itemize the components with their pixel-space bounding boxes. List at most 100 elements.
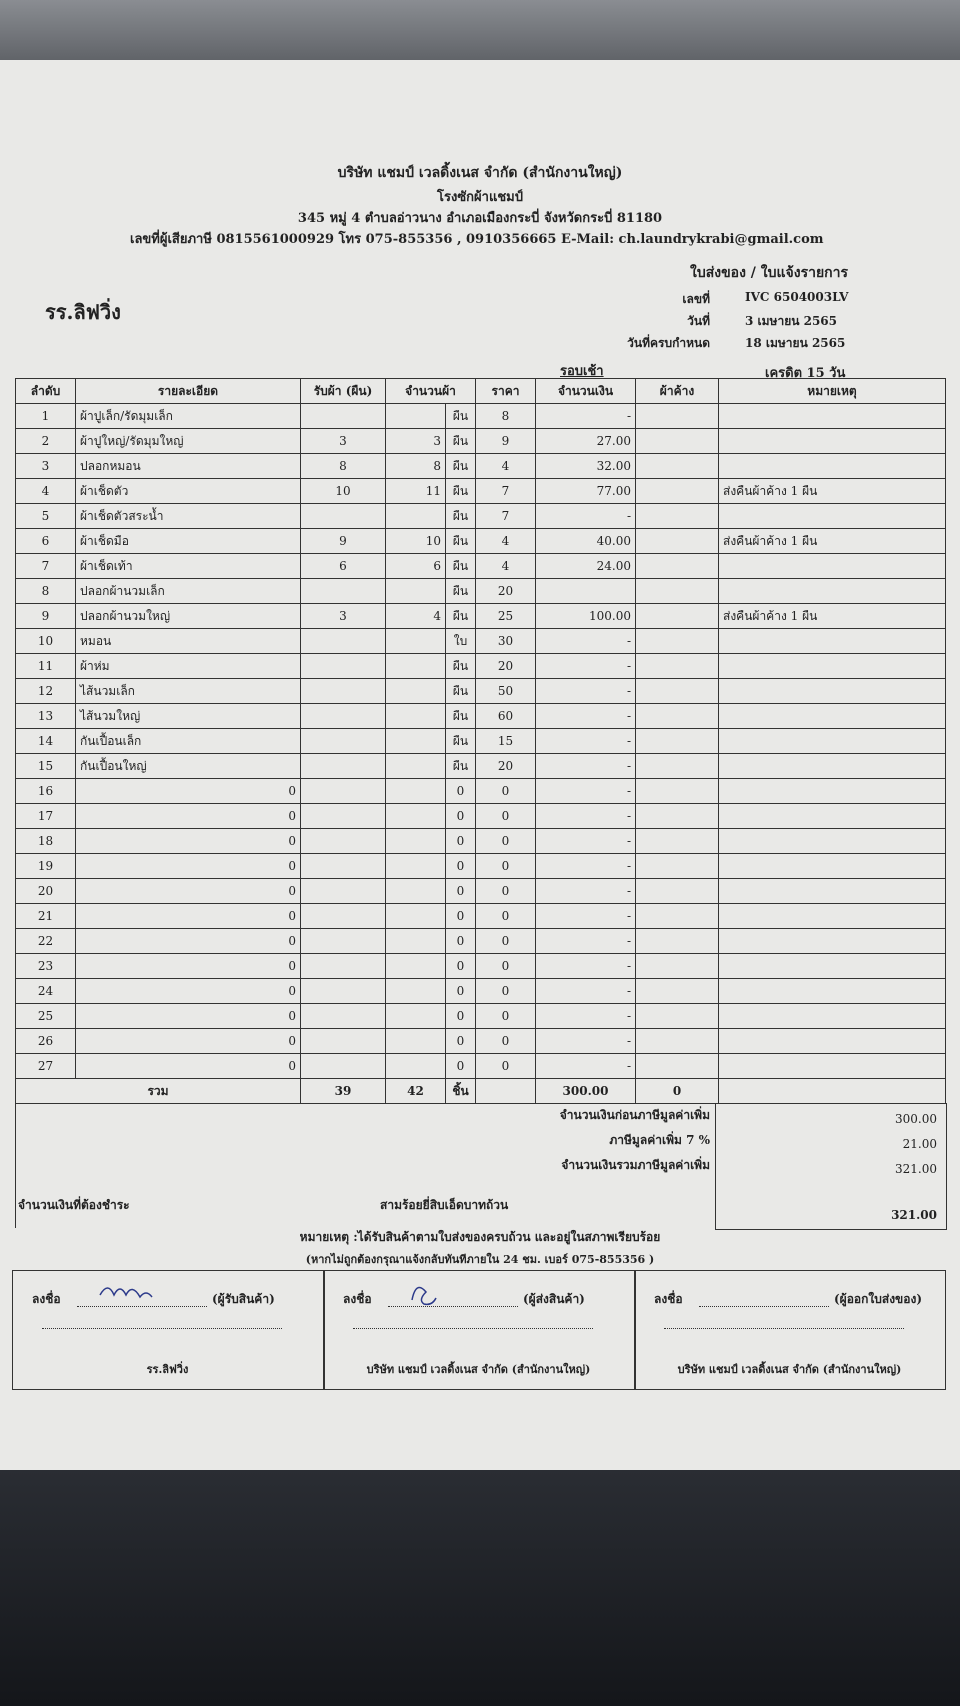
summary-value: 300.00 <box>895 1112 937 1126</box>
customer: รร.ลิฟวิ่ง <box>45 300 121 324</box>
sign-role: (ผู้ออกใบส่งของ) <box>834 1292 922 1306</box>
items-table: ลำดับ รายละเอียด รับผ้า (ผืน) จำนวนผ้า ราคาจ… <box>15 378 946 1104</box>
item-row: 5 ผ้าเช็ดตัวสระน้ำ ผืน 7- <box>15 503 946 529</box>
name-line <box>42 1328 282 1329</box>
cell-no: 7 <box>15 553 76 579</box>
signature-divider <box>323 1270 325 1390</box>
cell-qty <box>385 903 446 929</box>
item-row: 17 0 0 0- <box>15 803 946 829</box>
sign-org: รร.ลิฟวิ่ง <box>146 1363 189 1376</box>
item-row: 21 0 0 0- <box>15 903 946 929</box>
cell-no: 5 <box>15 503 76 529</box>
cell-no: 24 <box>15 978 76 1004</box>
cell-pending <box>635 803 719 829</box>
meta-label: วันที่ครบกำหนด <box>627 336 710 350</box>
meta-value: IVC 6504003LV <box>745 290 849 304</box>
cell-qty <box>385 778 446 804</box>
cell-pending <box>635 1028 719 1054</box>
doc-title: ใบส่งของ / ใบแจ้งรายการ <box>690 265 849 281</box>
cell-amount: - <box>535 903 636 929</box>
cell-detail: ผ้าปูเล็ก/รัดมุมเล็ก <box>75 403 301 429</box>
payable-label: จำนวนเงินที่ต้องชำระ <box>18 1198 130 1212</box>
credit: เครดิต 15 วัน <box>765 366 846 381</box>
column-header: หมายเหตุ <box>718 378 946 404</box>
cell-unit: 0 <box>445 828 476 854</box>
cell-note <box>718 578 946 604</box>
cell-unit: 0 <box>445 1053 476 1079</box>
cell-unit: ผืน <box>445 653 476 679</box>
sign-label: ลงชื่อ <box>654 1292 683 1306</box>
meta-value: 18 เมษายน 2565 <box>745 336 846 350</box>
cell-note <box>718 1003 946 1029</box>
sign-org: บริษัท แชมป์ เวลดิ้งเนส จำกัด (สำนักงานใ… <box>677 1363 902 1376</box>
handwritten-signature <box>99 1287 153 1299</box>
meta-value: 3 เมษายน 2565 <box>745 314 837 328</box>
cell-amount: 40.00 <box>535 528 636 554</box>
item-row: 20 0 0 0- <box>15 878 946 904</box>
cell-no: 15 <box>15 753 76 779</box>
signature-box <box>12 1270 946 1390</box>
cell-amount: - <box>535 853 636 879</box>
item-row: 25 0 0 0- <box>15 1003 946 1029</box>
cell-unit: ผืน <box>445 403 476 429</box>
summary-label: จำนวนเงินรวมภาษีมูลค่าเพิ่ม <box>561 1158 710 1172</box>
cell-pending <box>635 828 719 854</box>
summary-value: 21.00 <box>902 1137 937 1151</box>
meta-label: วันที่ <box>687 314 710 328</box>
total-received: 39 <box>300 1078 386 1104</box>
cell-note <box>718 728 946 754</box>
cell-amount: - <box>535 628 636 654</box>
address: 345 หมู่ 4 ตำบลอ่าวนาง อำเภอเมืองกระบี่ … <box>297 211 663 226</box>
cell-note <box>718 428 946 454</box>
cell-amount: - <box>535 978 636 1004</box>
cell-received <box>300 953 386 979</box>
sign-role: (ผู้ส่งสินค้า) <box>523 1292 585 1306</box>
cell-price: 4 <box>475 528 536 554</box>
cell-price: 25 <box>475 603 536 629</box>
cell-note <box>718 778 946 804</box>
remark: หมายเหตุ :ได้รับสินค้าตามใบส่งของครบถ้วน… <box>299 1230 661 1244</box>
contact: เลขที่ผู้เสียภาษี 0815561000929 โทร 075-… <box>130 232 824 247</box>
item-row: 3 ปลอกหมอน 8 8 ผืน 4 32.00 <box>15 453 946 479</box>
cell-pending <box>635 878 719 904</box>
total-qty: 42 <box>385 1078 446 1104</box>
handwritten-signature <box>411 1286 437 1306</box>
cell-qty <box>385 703 446 729</box>
summary-label: จำนวนเงินก่อนภาษีมูลค่าเพิ่ม <box>559 1108 710 1122</box>
cell-qty <box>385 728 446 754</box>
remark: (หากไม่ถูกต้องกรุณาแจ้งกลับทันทีภายใน 24… <box>305 1253 655 1266</box>
meta-label: เลขที่ <box>682 292 710 306</box>
cell-note <box>718 828 946 854</box>
cell-qty: 6 <box>385 553 446 579</box>
sign-label: ลงชื่อ <box>343 1292 372 1306</box>
cell-qty <box>385 803 446 829</box>
payable-words: สามร้อยยี่สิบเอ็ดบาทถ้วน <box>380 1198 509 1212</box>
shop: โรงซักผ้าแชมป์ <box>437 190 523 205</box>
total-pending: 0 <box>635 1078 719 1104</box>
column-header: ราคา <box>475 378 536 404</box>
cell-price: 0 <box>475 928 536 954</box>
cell-qty <box>385 978 446 1004</box>
cell-unit: 0 <box>445 803 476 829</box>
cell-note <box>718 503 946 529</box>
name-line <box>664 1328 904 1329</box>
cell-detail: ผ้าเช็ดเท้า <box>75 553 301 579</box>
cell-no: 11 <box>15 653 76 679</box>
cell-note <box>718 928 946 954</box>
cell-note <box>718 628 946 654</box>
sign-line <box>77 1306 207 1307</box>
sign-line <box>699 1306 829 1307</box>
cell-received <box>300 653 386 679</box>
cell-note <box>718 978 946 1004</box>
column-header: รายละเอียด <box>75 378 301 404</box>
company: บริษัท แชมป์ เวลดิ้งเนส จำกัด (สำนักงานใ… <box>337 165 623 181</box>
cell-pending <box>635 928 719 954</box>
cell-detail: 0 <box>75 1053 301 1079</box>
cell-no: 9 <box>15 603 76 629</box>
cell-detail: 0 <box>75 1003 301 1029</box>
cell-note: ส่งคืนผ้าค้าง 1 ผืน <box>718 528 946 554</box>
cell-received: 9 <box>300 528 386 554</box>
sign-role: (ผู้รับสินค้า) <box>212 1292 275 1306</box>
cell-price: 20 <box>475 753 536 779</box>
